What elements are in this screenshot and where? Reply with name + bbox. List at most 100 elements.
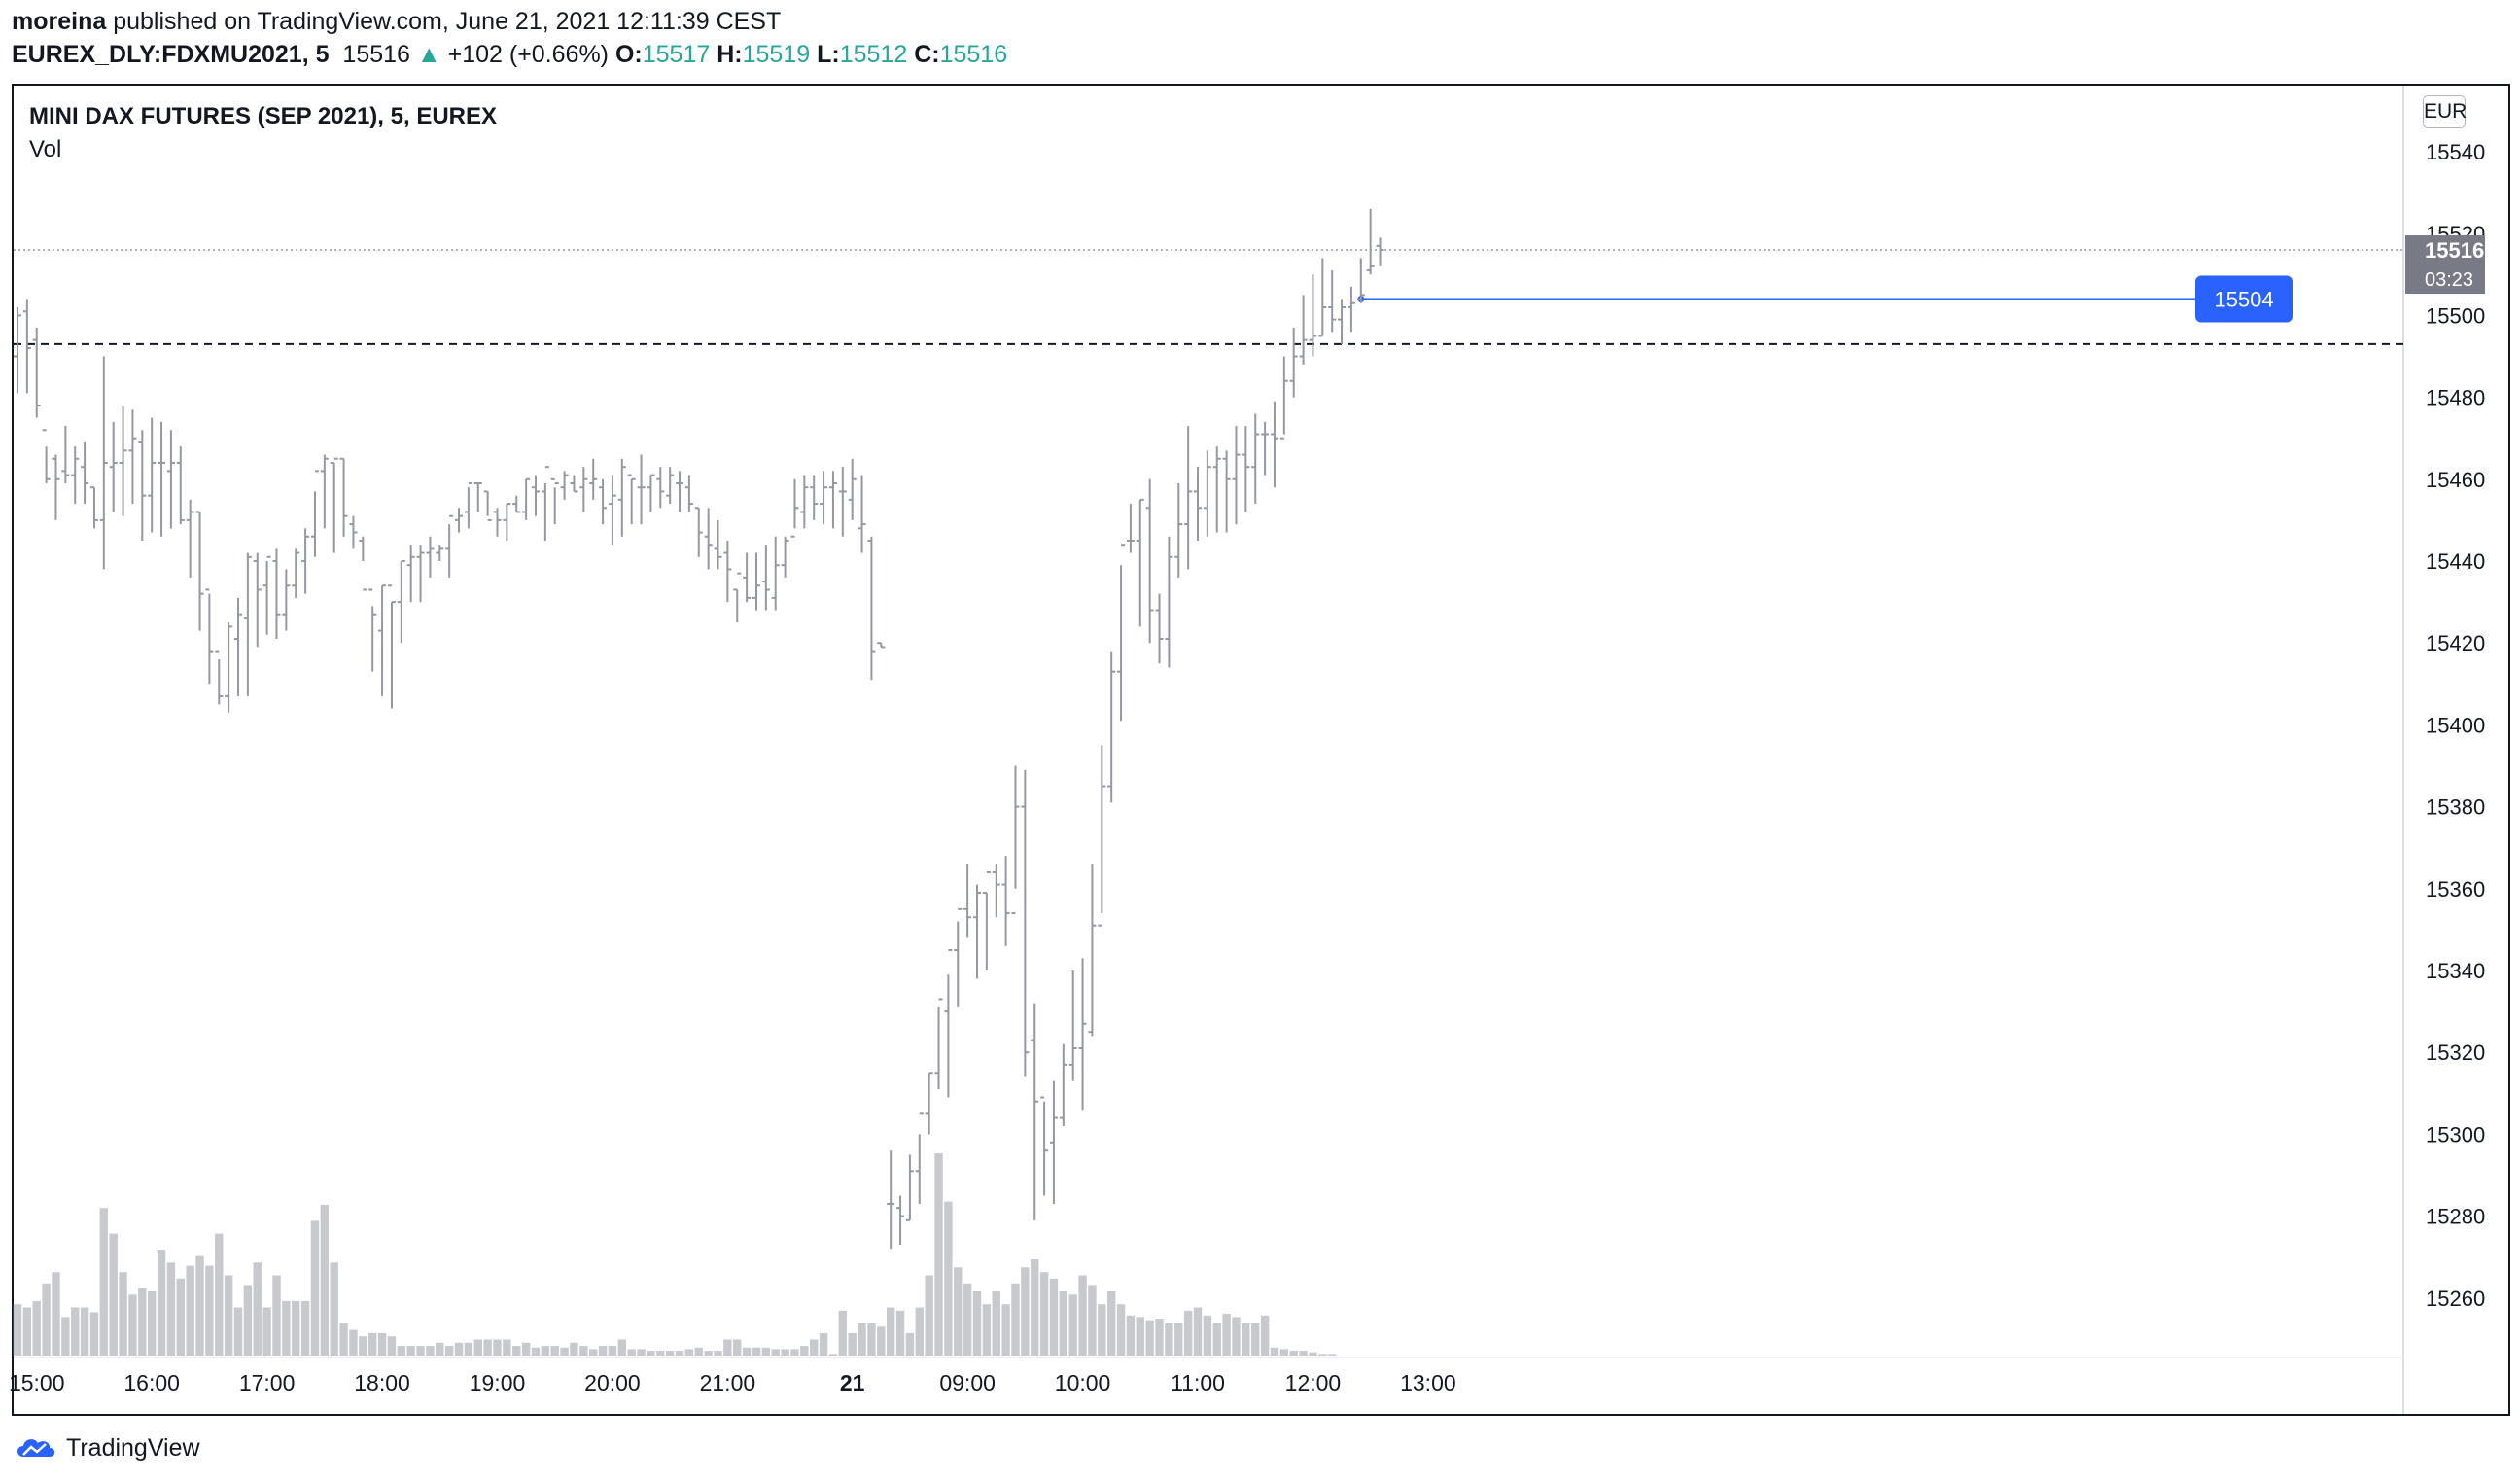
time-tick-label: 19:00 [470, 1370, 526, 1395]
quote-line: EUREX_DLY:FDXMU2021, 5 15516 ▲ +102 (+0.… [12, 41, 1007, 69]
volume-bar [589, 1349, 598, 1356]
ohlc-bar [310, 470, 319, 557]
volume-bar [195, 1255, 204, 1356]
ohlc-bar [550, 477, 559, 525]
volume-bar [541, 1346, 550, 1356]
ohlc-bar [1356, 258, 1365, 303]
ohlc-bar [1059, 1043, 1068, 1126]
volume-bar [1106, 1291, 1116, 1356]
chart-frame[interactable] [12, 84, 2510, 1416]
volume-bar [1174, 1323, 1183, 1356]
ohlc-bar [589, 458, 598, 500]
last-price: 15516 [342, 41, 410, 68]
volume-bar [1318, 1354, 1327, 1356]
price-axis: 1554015520155001548015460154401542015400… [2426, 140, 2485, 1311]
ohlc-bar [1021, 769, 1030, 1077]
ohlc-bar [531, 475, 540, 516]
ohlc-bar [647, 474, 655, 512]
ohlc-bar [934, 998, 943, 1090]
ohlc-bar [1366, 208, 1375, 275]
ohlc-bar [1222, 450, 1231, 533]
ohlc-bar [982, 870, 991, 970]
ohlc-bar [397, 560, 405, 644]
ohlc-bar [992, 864, 1000, 918]
price-tick-label: 15260 [2426, 1287, 2485, 1311]
volume-bar [1136, 1317, 1144, 1356]
ohlc-bar [1212, 446, 1221, 533]
volume-bar [1260, 1315, 1270, 1356]
time-tick-label: 10:00 [1055, 1370, 1111, 1395]
tradingview-cloud-icon [18, 1439, 55, 1457]
volume-bar [1039, 1272, 1049, 1356]
volume-bar [675, 1351, 684, 1356]
ohlc-bar [820, 471, 828, 525]
ohlc-bar [1328, 270, 1337, 333]
time-tick-label: 15:00 [9, 1370, 65, 1395]
volume-bar [262, 1307, 271, 1356]
ohlc-bar [1203, 450, 1211, 537]
last-price-label: 15516 [2425, 238, 2484, 263]
ohlc-bar [848, 458, 857, 520]
ohlc-bar [349, 515, 358, 549]
ohlc-bar [1107, 651, 1116, 803]
volume-bar [858, 1323, 866, 1356]
ohlc-bar [1242, 426, 1250, 512]
ohlc-bar [781, 536, 789, 578]
volume-bar [962, 1283, 972, 1356]
ohlc-bar [858, 475, 866, 553]
footer-brand: TradingView [66, 1433, 200, 1462]
volume-bar [1309, 1352, 1317, 1356]
ohlc-bar [61, 426, 70, 484]
volume-bar [1001, 1304, 1010, 1356]
ohlc-bar [617, 458, 626, 537]
volume-bar [550, 1346, 559, 1356]
volume-bar [397, 1346, 405, 1356]
volume-bar [109, 1233, 118, 1356]
price-tick-label: 15420 [2426, 631, 2485, 655]
volume-bar [387, 1336, 397, 1356]
ohlc-bar [522, 477, 531, 520]
price-tick-label: 15320 [2426, 1041, 2485, 1065]
volume-bar [426, 1346, 435, 1356]
volume-bar [684, 1349, 694, 1356]
ohlc-bar [810, 475, 819, 520]
volume-bar [1059, 1291, 1068, 1356]
time-tick-label: 18:00 [354, 1370, 410, 1395]
ohlc-bar [166, 430, 175, 529]
volume-bar [934, 1153, 943, 1356]
price-tick-label: 15460 [2426, 468, 2485, 492]
volume-bar [992, 1291, 1000, 1356]
alert-label-bg [2195, 275, 2292, 323]
ohlc-bar [1261, 421, 1270, 476]
ohlc-bar [637, 454, 646, 525]
ohlc-bar [1001, 856, 1010, 946]
ohlc-bar [684, 475, 693, 512]
volume-bar [895, 1310, 905, 1356]
open-value: 15517 [642, 41, 711, 68]
ohlc-bar [1155, 593, 1164, 664]
author-name[interactable]: moreina [12, 8, 107, 35]
ohlc-bar [493, 508, 502, 537]
volume-bar [531, 1347, 541, 1356]
volume-bar [560, 1347, 569, 1356]
ohlc-bar [503, 503, 511, 541]
ohlc-bar [368, 588, 377, 672]
volume-bar [1145, 1320, 1154, 1356]
price-tick-label: 15300 [2426, 1122, 2485, 1147]
price-tick-label: 15380 [2426, 795, 2485, 820]
tradingview-logo[interactable]: TradingView [14, 1433, 200, 1463]
volume-bar [32, 1300, 41, 1356]
volume-bar [1289, 1351, 1298, 1356]
ohlc-bar [714, 519, 722, 570]
volume-bar [22, 1307, 32, 1356]
price-tick-label: 15360 [2426, 877, 2485, 901]
volume-bar [1021, 1267, 1030, 1356]
volume-bar [608, 1346, 617, 1356]
ohlc-bar [1145, 478, 1154, 644]
time-axis: 15:00 16:00 17:00 18:00 19:00 20:00 21:00 21 09:… [9, 1370, 1456, 1395]
currency-button[interactable]: EUR [2423, 95, 2467, 128]
low-value: 15512 [839, 41, 908, 68]
volume-bar [521, 1342, 531, 1356]
volume-bar [1327, 1354, 1337, 1356]
